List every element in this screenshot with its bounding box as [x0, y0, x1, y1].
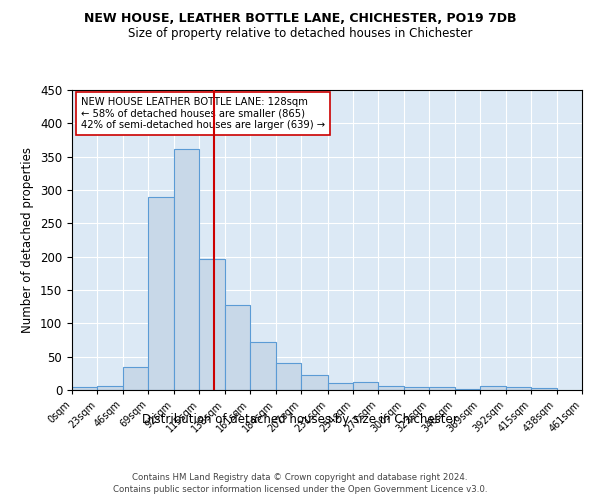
Bar — [148, 198, 174, 390]
Bar — [531, 388, 557, 390]
Bar — [72, 388, 97, 390]
Y-axis label: Number of detached properties: Number of detached properties — [22, 147, 34, 333]
Bar — [455, 388, 480, 390]
Bar — [328, 382, 353, 390]
Bar — [480, 386, 506, 390]
Text: Size of property relative to detached houses in Chichester: Size of property relative to detached ho… — [128, 28, 472, 40]
Text: Contains HM Land Registry data © Crown copyright and database right 2024.: Contains HM Land Registry data © Crown c… — [132, 472, 468, 482]
Bar — [301, 376, 328, 390]
Text: Contains public sector information licensed under the Open Government Licence v3: Contains public sector information licen… — [113, 485, 487, 494]
Bar — [353, 382, 379, 390]
Bar — [174, 148, 199, 390]
Bar — [430, 386, 455, 390]
Bar — [275, 362, 301, 390]
Bar — [123, 366, 148, 390]
Bar — [379, 386, 404, 390]
Bar — [199, 258, 224, 390]
Bar — [97, 386, 123, 390]
Bar — [250, 342, 275, 390]
Bar — [404, 386, 430, 390]
Bar — [506, 386, 531, 390]
Text: NEW HOUSE, LEATHER BOTTLE LANE, CHICHESTER, PO19 7DB: NEW HOUSE, LEATHER BOTTLE LANE, CHICHEST… — [84, 12, 516, 26]
Text: Distribution of detached houses by size in Chichester: Distribution of detached houses by size … — [142, 412, 458, 426]
Bar — [224, 306, 250, 390]
Text: NEW HOUSE LEATHER BOTTLE LANE: 128sqm
← 58% of detached houses are smaller (865): NEW HOUSE LEATHER BOTTLE LANE: 128sqm ← … — [81, 96, 325, 130]
